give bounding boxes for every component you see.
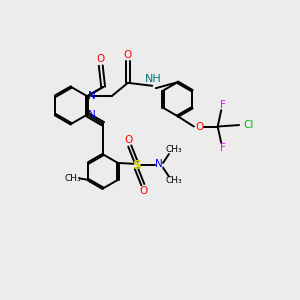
Text: N: N [155,159,163,169]
Text: N: N [88,91,95,101]
Text: O: O [140,186,148,196]
Text: F: F [220,143,226,153]
Text: Cl: Cl [244,120,254,130]
Text: NH: NH [145,74,161,84]
Text: CH₃: CH₃ [65,174,81,183]
Text: CH₃: CH₃ [166,176,182,185]
Text: O: O [195,122,203,131]
Text: N: N [88,110,95,120]
Text: O: O [124,135,133,145]
Text: CH₃: CH₃ [166,145,182,154]
Text: O: O [124,50,132,60]
Text: F: F [220,100,226,110]
Text: O: O [97,54,105,64]
Text: S: S [132,159,141,172]
